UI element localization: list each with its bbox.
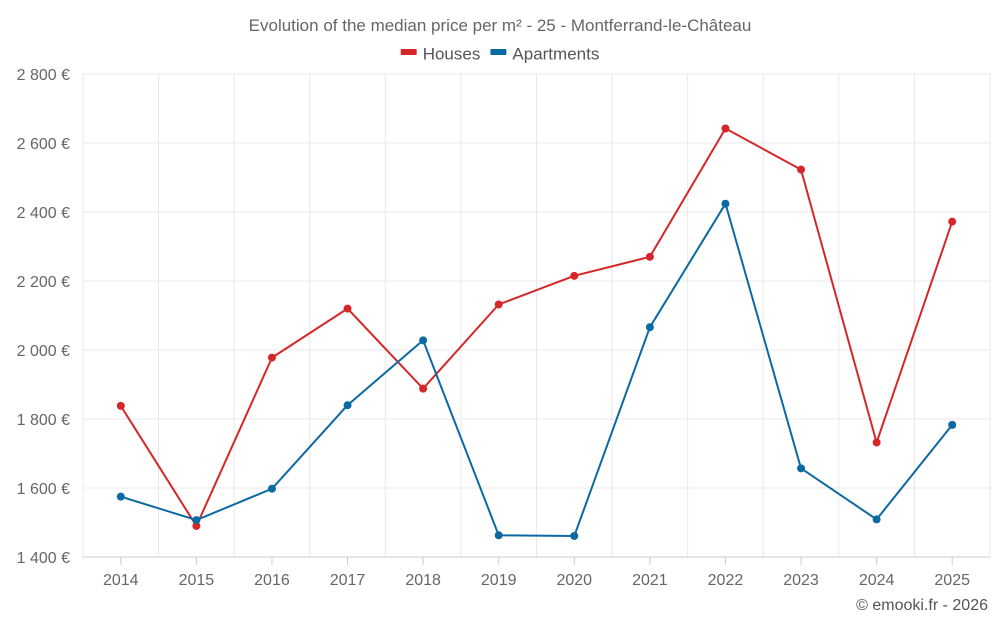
chart-title: Evolution of the median price per m² - 2… [249, 16, 752, 35]
y-tick-label: 1 600 € [17, 481, 70, 498]
series-line-apartments [120, 202, 953, 537]
x-tick-label: 2025 [934, 572, 970, 589]
data-point-apartments[interactable] [116, 492, 125, 501]
x-tick-label: 2018 [405, 572, 441, 589]
x-tick-label: 2016 [254, 572, 290, 589]
x-axis: 2014 2015 2016 2017 2018 2019 2020 2021 2022 2023… [83, 556, 990, 589]
series-line-houses [119, 127, 954, 527]
y-tick-label: 2 000 € [17, 343, 70, 360]
series-group [116, 124, 957, 540]
grid-lines [82, 73, 991, 558]
legend-item-houses[interactable]: Houses [400, 44, 481, 63]
x-tick-label: 2022 [708, 572, 744, 589]
data-point-apartments[interactable] [494, 531, 503, 540]
data-point-houses[interactable] [645, 252, 654, 261]
legend: Houses Apartments [400, 44, 599, 63]
y-tick-label: 2 800 € [17, 67, 70, 84]
x-tick-label: 2021 [632, 572, 668, 589]
y-tick-label: 1 800 € [17, 412, 70, 429]
x-tick-label: 2023 [783, 572, 819, 589]
y-tick-label: 2 200 € [17, 274, 70, 291]
data-point-houses[interactable] [494, 300, 503, 309]
data-point-apartments[interactable] [645, 323, 654, 332]
data-point-apartments[interactable] [948, 420, 957, 429]
x-tick-label: 2020 [556, 572, 592, 589]
data-point-apartments[interactable] [192, 516, 201, 525]
data-point-houses[interactable] [116, 401, 125, 410]
x-tick-label: 2024 [859, 572, 895, 589]
data-point-houses[interactable] [797, 165, 806, 174]
data-point-apartments[interactable] [419, 336, 428, 345]
legend-label: Apartments [512, 44, 599, 63]
legend-item-apartments[interactable]: Apartments [490, 44, 599, 63]
legend-label: Houses [423, 44, 481, 63]
data-point-houses[interactable] [419, 384, 428, 393]
data-point-houses[interactable] [267, 353, 276, 362]
data-point-houses[interactable] [948, 217, 957, 226]
data-point-apartments[interactable] [872, 515, 881, 524]
data-point-houses[interactable] [192, 521, 201, 530]
x-tick-label: 2017 [330, 572, 366, 589]
legend-swatch [490, 49, 507, 55]
credit-text: © emooki.fr - 2026 [856, 597, 988, 614]
x-tick-label: 2015 [179, 572, 215, 589]
data-point-apartments[interactable] [343, 401, 352, 410]
data-point-houses[interactable] [570, 271, 579, 280]
data-point-houses[interactable] [872, 438, 881, 447]
x-tick-label: 2019 [481, 572, 517, 589]
data-point-apartments[interactable] [267, 484, 276, 493]
x-tick-label: 2014 [103, 572, 139, 589]
y-tick-label: 2 600 € [17, 136, 70, 153]
data-point-apartments[interactable] [570, 531, 579, 540]
data-point-houses[interactable] [343, 304, 352, 313]
data-point-apartments[interactable] [797, 464, 806, 473]
y-tick-label: 2 400 € [17, 205, 70, 222]
legend-swatch [400, 49, 417, 55]
data-point-apartments[interactable] [721, 199, 730, 208]
y-tick-label: 1 400 € [17, 550, 70, 567]
data-point-houses[interactable] [721, 124, 730, 133]
y-axis: 1 400 € 1 600 € 1 800 € 2 000 € 2 200 € 2 400… [17, 67, 70, 567]
